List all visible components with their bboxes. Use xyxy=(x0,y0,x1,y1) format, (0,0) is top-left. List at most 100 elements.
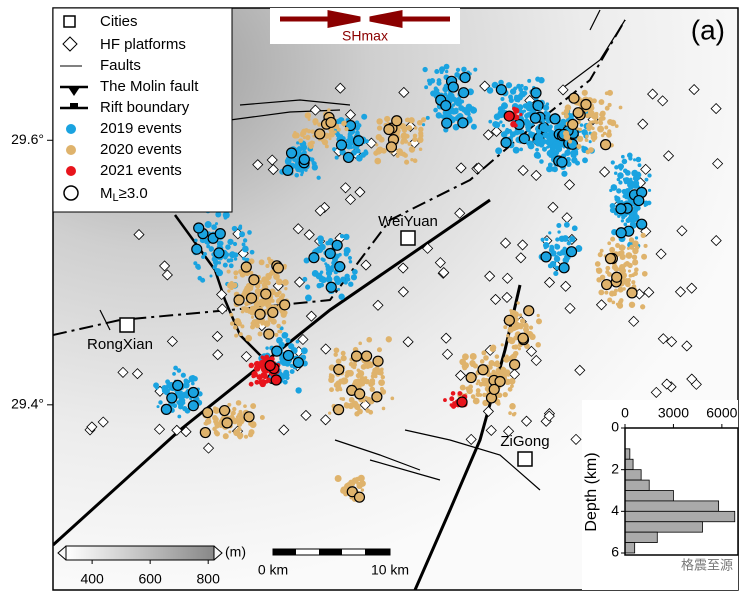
event xyxy=(358,380,366,387)
inset-y-tick-label: 0 xyxy=(611,419,619,435)
hf-platform xyxy=(637,118,649,130)
event xyxy=(155,385,159,390)
large-event xyxy=(172,379,184,392)
event xyxy=(508,411,512,415)
hf-platform xyxy=(171,424,183,436)
event xyxy=(619,167,623,171)
event xyxy=(343,233,350,240)
event xyxy=(422,66,428,73)
event xyxy=(598,116,604,122)
event xyxy=(465,103,473,111)
event xyxy=(627,262,633,269)
lat-tick-label: 29.6° xyxy=(11,131,44,147)
event xyxy=(569,236,576,243)
event xyxy=(248,362,255,369)
event xyxy=(376,118,383,125)
event xyxy=(260,355,265,360)
event xyxy=(355,154,363,162)
event xyxy=(321,258,326,262)
legend-text: 2019 events xyxy=(100,120,182,137)
hf-platform xyxy=(320,414,332,426)
hf-platform xyxy=(300,409,312,421)
event xyxy=(236,421,243,427)
large-event xyxy=(243,411,255,423)
hf-platform xyxy=(455,162,467,174)
event xyxy=(527,78,532,83)
event xyxy=(226,269,231,274)
event xyxy=(233,275,238,280)
event xyxy=(266,280,271,286)
event xyxy=(588,140,592,144)
event xyxy=(334,278,342,286)
event xyxy=(482,392,487,398)
event xyxy=(605,265,611,271)
event xyxy=(254,379,260,385)
event xyxy=(249,309,256,316)
event xyxy=(509,88,517,95)
large-event xyxy=(166,392,178,404)
event xyxy=(238,332,243,337)
event xyxy=(476,379,481,384)
event xyxy=(522,109,527,113)
event xyxy=(178,404,184,410)
event xyxy=(614,165,619,170)
shmax-label: SHmax xyxy=(342,28,388,44)
event xyxy=(516,301,520,305)
event xyxy=(319,275,326,282)
hf-platform xyxy=(482,129,494,141)
event xyxy=(265,263,270,268)
legend-text: HF platforms xyxy=(100,36,186,53)
event xyxy=(542,146,547,152)
event xyxy=(539,159,544,164)
event xyxy=(330,264,335,269)
event xyxy=(158,400,163,405)
event xyxy=(617,286,624,293)
event xyxy=(509,94,513,99)
event xyxy=(250,403,257,409)
event xyxy=(348,260,353,264)
event xyxy=(258,360,265,367)
event xyxy=(421,117,427,123)
event xyxy=(376,347,383,353)
event xyxy=(304,112,312,119)
event xyxy=(628,156,633,161)
event xyxy=(620,154,625,159)
hf-platform xyxy=(372,299,384,311)
large-event xyxy=(565,246,578,258)
hf-platform xyxy=(216,303,228,315)
event xyxy=(567,139,573,144)
event xyxy=(512,350,519,357)
event xyxy=(180,398,186,403)
event xyxy=(347,255,352,260)
event xyxy=(594,261,601,267)
event xyxy=(381,406,386,411)
event xyxy=(364,395,368,400)
event xyxy=(404,159,410,165)
hf-platform xyxy=(686,282,698,294)
event xyxy=(634,236,639,240)
colorbar-unit: (m) xyxy=(225,544,246,560)
event xyxy=(452,123,460,131)
event xyxy=(554,243,559,248)
event xyxy=(497,106,504,112)
event xyxy=(605,269,610,275)
hf-platform xyxy=(681,340,693,352)
event xyxy=(259,415,265,420)
inset-y-label: Depth (km) xyxy=(583,452,600,531)
large-event xyxy=(494,375,506,388)
event xyxy=(404,133,410,139)
event xyxy=(228,251,236,259)
hf-platform xyxy=(674,286,687,298)
event xyxy=(612,291,617,297)
event xyxy=(506,373,510,377)
large-event xyxy=(601,278,613,291)
colorbar xyxy=(65,545,215,561)
event xyxy=(328,373,333,377)
large-event xyxy=(615,203,627,215)
event xyxy=(488,119,493,124)
event xyxy=(333,347,340,354)
event xyxy=(209,274,213,278)
event xyxy=(483,355,489,361)
event xyxy=(551,166,558,173)
event xyxy=(354,405,360,410)
